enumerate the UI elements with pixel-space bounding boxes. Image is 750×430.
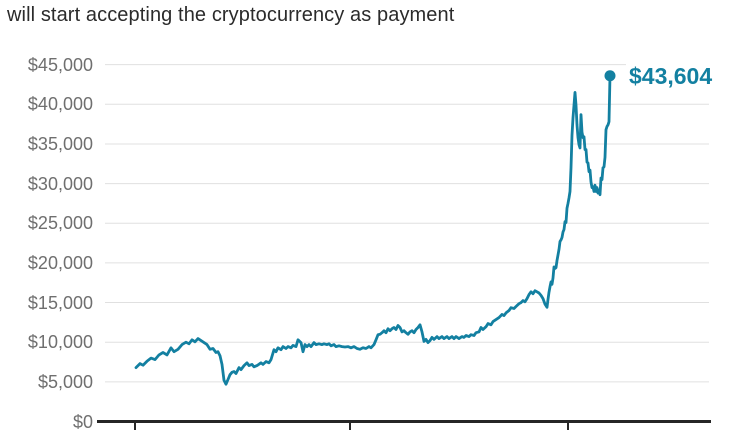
y-axis-label: $20,000: [27, 252, 93, 273]
end-point-dot: [604, 70, 616, 82]
price-line: [134, 74, 612, 386]
y-axis-label: $5,000: [37, 371, 93, 392]
y-axis-label: $45,000: [27, 54, 93, 75]
y-axis-label: $15,000: [27, 292, 93, 313]
y-axis-label: $30,000: [27, 173, 93, 194]
y-axis-label: $40,000: [27, 94, 93, 115]
y-axis-label: $10,000: [27, 332, 93, 353]
end-value-annotation: $43,604: [626, 62, 713, 90]
y-axis-label: $25,000: [27, 213, 93, 234]
y-axis-label: $0: [72, 411, 93, 430]
chart-title: will start accepting the cryptocurrency …: [7, 4, 455, 26]
y-axis-label: $35,000: [27, 133, 93, 154]
